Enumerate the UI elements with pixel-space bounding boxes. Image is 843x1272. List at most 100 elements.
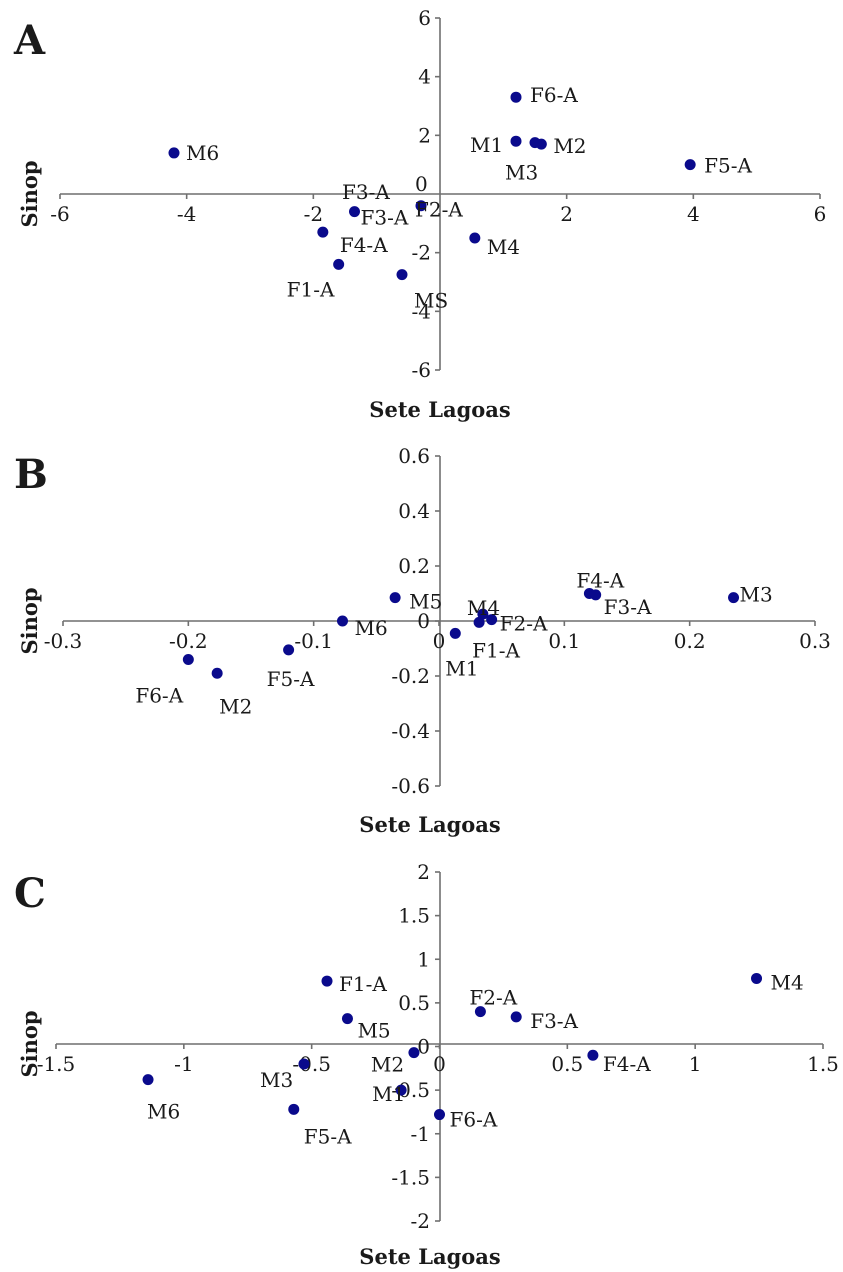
data-point — [510, 1011, 522, 1023]
data-point — [283, 644, 295, 656]
data-points — [142, 972, 763, 1121]
x-tick-label: 2 — [560, 202, 573, 226]
data-point-label: M2 — [219, 694, 252, 718]
x-tick-label: -4 — [177, 202, 196, 226]
data-point — [728, 592, 740, 604]
y-tick-label: 6 — [418, 6, 431, 30]
data-point — [469, 232, 481, 244]
data-point — [182, 654, 194, 665]
y-tick-label: 2 — [418, 123, 431, 147]
y-tick-label: 1.5 — [398, 904, 430, 928]
data-point — [529, 137, 541, 149]
data-points — [182, 588, 740, 679]
chart-panel-c: C -1.5 -1 -0.5 0 0.5 1 1.5 2 1.5 1 0.5 0 -0.5 -1 -1.5… — [14, 860, 839, 1269]
y-tick-label: -1 — [411, 1122, 430, 1146]
data-point-label: M3 — [505, 161, 538, 185]
y-tick-label: 0.4 — [398, 499, 430, 523]
data-point-label: F2-A — [415, 198, 463, 222]
data-point-label: M4 — [771, 970, 804, 994]
y-tick-label: 2 — [417, 860, 430, 884]
data-point — [510, 91, 522, 103]
x-tick-label: 0.3 — [799, 629, 831, 653]
data-point-label: M3 — [740, 583, 773, 607]
x-tick-label: -0.1 — [294, 629, 333, 653]
data-point — [751, 972, 763, 984]
x-tick-label: -6 — [50, 202, 69, 226]
x-tick-label: 0.5 — [551, 1052, 583, 1076]
x-tick-label: -2 — [304, 202, 323, 226]
point-labels: M4 F1-A F2-A F3-A M5 M2 F4-A M3 M6 M1 F5-A F6-A — [147, 970, 804, 1148]
data-point-label: F2-A — [469, 986, 517, 1010]
data-point-label: M3 — [260, 1068, 293, 1092]
data-point-label: M6 — [147, 1100, 180, 1124]
y-tick-label: -0.6 — [391, 774, 430, 798]
data-point-label: F6-A — [135, 684, 183, 708]
data-point — [590, 589, 602, 601]
x-tick-labels: -0.3 -0.2 -0.1 0 0.1 0.2 0.3 — [44, 621, 831, 653]
data-point-label: F6-A — [530, 83, 578, 107]
data-point — [477, 608, 489, 620]
data-points — [168, 91, 696, 281]
x-tick-labels: -6 -4 -2 2 4 6 — [50, 194, 826, 226]
x-tick-label: 0 — [433, 629, 446, 653]
data-point-label: F2-A — [500, 612, 548, 636]
x-tick-label: 1.5 — [807, 1052, 839, 1076]
data-point — [396, 269, 408, 281]
data-point — [684, 159, 696, 171]
data-point-label: F1-A — [287, 277, 335, 301]
data-point — [389, 592, 401, 604]
x-tick-label: 0.1 — [548, 629, 580, 653]
x-tick-label: 4 — [687, 202, 700, 226]
data-point-label: M4 — [487, 235, 520, 259]
x-axis-title: Sete Lagoas — [359, 1244, 500, 1269]
data-point — [317, 226, 329, 238]
y-axis-title: Sinop — [17, 1010, 42, 1077]
data-point-label: MS — [414, 289, 448, 313]
data-point — [336, 615, 348, 627]
data-point — [288, 1103, 300, 1115]
y-tick-label: 0.5 — [398, 991, 430, 1015]
y-tick-label: -2 — [411, 1209, 430, 1233]
data-point-label: M2 — [553, 134, 586, 158]
y-tick-label: 1 — [417, 947, 430, 971]
data-point-label: F5-A — [267, 667, 315, 691]
y-axis-title: Sinop — [17, 160, 42, 227]
y-tick-labels: 0.6 0.4 0.2 0 -0.2 -0.4 -0.6 — [391, 444, 440, 798]
extra-point-label: F3-A — [342, 180, 390, 204]
x-tick-label: 0.2 — [674, 629, 706, 653]
x-tick-label: 0 — [433, 1052, 446, 1076]
data-point-label: F4-A — [340, 233, 388, 257]
data-point — [211, 667, 223, 679]
data-point-label: F3-A — [361, 206, 409, 230]
data-point — [298, 1058, 310, 1070]
y-tick-labels: 21.510.50-0.5-1-1.5-2 — [391, 860, 440, 1233]
y-tick-label: 0 — [417, 1035, 430, 1059]
data-point-label: M5 — [357, 1019, 390, 1043]
y-tick-label: 0 — [417, 609, 430, 633]
data-point-label: F3-A — [604, 595, 652, 619]
data-point — [474, 1006, 486, 1018]
y-tick-label: 4 — [418, 65, 431, 89]
x-tick-label: 6 — [814, 202, 827, 226]
y-tick-label: -2 — [412, 241, 431, 265]
data-point-label: F1-A — [339, 972, 387, 996]
y-tick-label: -0.4 — [391, 719, 430, 743]
y-tick-label: -6 — [412, 358, 431, 382]
data-point-label: M2 — [371, 1053, 404, 1077]
x-axis-title: Sete Lagoas — [369, 397, 510, 422]
data-point-label: F4-A — [576, 569, 624, 593]
data-point-label: M1 — [372, 1082, 405, 1106]
x-axis-title: Sete Lagoas — [359, 812, 500, 837]
chart-panel-b: B -0.3 -0.2 -0.1 0 0.1 0.2 0.3 0.60.40.20-0.2-… — [14, 444, 831, 837]
data-point — [408, 1047, 420, 1059]
panel-letter: A — [13, 17, 46, 64]
x-tick-label: -1 — [174, 1052, 193, 1076]
y-tick-label: -1.5 — [391, 1165, 430, 1189]
data-point — [142, 1074, 154, 1086]
x-tick-label: -0.5 — [292, 1052, 331, 1076]
data-point — [473, 616, 485, 628]
data-point — [341, 1013, 353, 1025]
data-point-label: M4 — [467, 596, 500, 620]
